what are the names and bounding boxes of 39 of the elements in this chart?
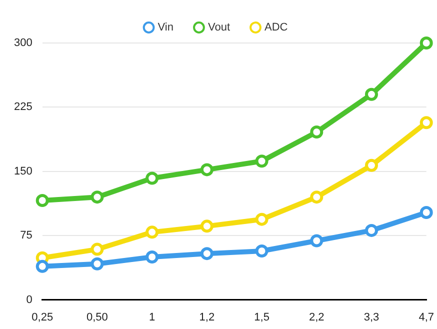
point	[420, 206, 433, 219]
point	[146, 172, 159, 185]
point	[90, 242, 104, 256]
y-tick-label: 150	[14, 165, 32, 178]
point	[420, 36, 433, 50]
x-tick-label: 1	[149, 311, 156, 324]
point	[90, 190, 104, 204]
y-tick-label: 225	[14, 101, 32, 114]
point	[200, 220, 214, 233]
point	[310, 126, 324, 139]
point	[364, 224, 378, 237]
point	[36, 260, 49, 273]
x-tick-label: 1,2	[199, 311, 215, 324]
legend-label: Vout	[208, 22, 230, 34]
x-tick-label: 2,2	[308, 311, 324, 324]
point	[364, 88, 378, 101]
point	[146, 226, 159, 239]
point	[364, 158, 378, 172]
point	[200, 247, 214, 260]
x-tick-label: 0,25	[32, 311, 54, 324]
point	[36, 194, 49, 208]
point	[146, 250, 159, 264]
x-tick-label: 0,50	[86, 311, 108, 324]
x-tick-label: 4,7	[418, 311, 434, 324]
point	[255, 212, 268, 226]
point	[255, 154, 268, 168]
legend-label: ADC	[264, 22, 288, 34]
point	[200, 163, 214, 176]
point	[255, 244, 268, 258]
legend-label: Vin	[158, 22, 174, 34]
y-tick-label: 0	[26, 294, 32, 306]
y-tick-label: 300	[14, 37, 32, 50]
point	[310, 190, 324, 204]
point	[420, 116, 433, 130]
x-tick-label: 1,5	[254, 311, 270, 324]
point	[90, 257, 104, 270]
point	[310, 234, 324, 248]
x-tick-label: 3,3	[364, 311, 380, 324]
y-tick-label: 75	[20, 230, 32, 242]
